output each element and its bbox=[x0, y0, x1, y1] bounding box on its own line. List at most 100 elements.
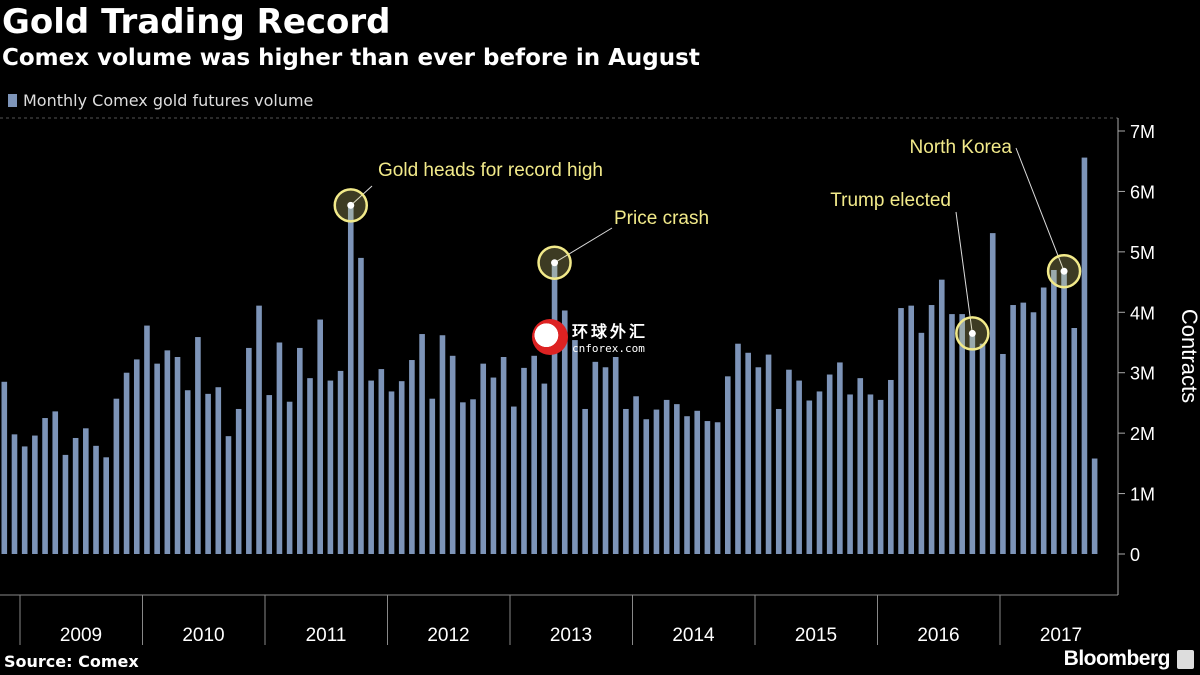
bar bbox=[276, 342, 283, 554]
bar bbox=[11, 434, 18, 554]
bar bbox=[184, 390, 191, 554]
bar bbox=[1030, 312, 1037, 554]
bar bbox=[938, 279, 945, 554]
y-tick-label: 5M bbox=[1130, 243, 1155, 263]
bar bbox=[969, 333, 976, 554]
y-tick-label: 0 bbox=[1130, 545, 1140, 565]
bar bbox=[775, 408, 782, 554]
bar bbox=[133, 359, 140, 554]
bar bbox=[93, 445, 99, 554]
bar bbox=[266, 395, 273, 554]
bar bbox=[816, 391, 823, 554]
bar bbox=[531, 355, 537, 554]
bar bbox=[1071, 327, 1078, 554]
annotation-leader bbox=[955, 211, 973, 334]
bar bbox=[959, 314, 965, 554]
bar bbox=[989, 233, 996, 555]
bar bbox=[898, 308, 904, 554]
annotation-leader bbox=[554, 227, 613, 264]
bar bbox=[72, 437, 79, 554]
bar bbox=[347, 205, 354, 554]
bar bbox=[500, 357, 507, 554]
legend-swatch bbox=[8, 94, 17, 107]
bar bbox=[602, 367, 609, 554]
bar bbox=[806, 400, 813, 554]
bar bbox=[144, 325, 150, 554]
bloomberg-icon bbox=[1177, 650, 1194, 669]
bar bbox=[908, 305, 915, 554]
bar bbox=[154, 363, 160, 554]
bar bbox=[918, 332, 925, 554]
x-tick-label: 2013 bbox=[550, 625, 592, 646]
bar bbox=[511, 406, 517, 554]
bar bbox=[867, 394, 874, 554]
bar bbox=[225, 436, 232, 554]
x-tick-label: 2010 bbox=[182, 625, 224, 646]
bar bbox=[205, 393, 211, 554]
bar bbox=[745, 352, 751, 554]
bar bbox=[877, 399, 884, 554]
bar bbox=[21, 446, 28, 554]
bar bbox=[1051, 269, 1057, 554]
bar bbox=[409, 360, 415, 554]
y-axis-label: Contracts bbox=[1177, 309, 1200, 403]
bar bbox=[694, 410, 701, 554]
annotation-dot bbox=[551, 259, 559, 267]
x-tick-label: 2009 bbox=[60, 625, 102, 646]
bar bbox=[541, 383, 548, 554]
bar bbox=[470, 399, 476, 554]
x-tick-label: 2012 bbox=[427, 625, 469, 646]
bar bbox=[449, 355, 456, 554]
y-tick-label: 7M bbox=[1130, 122, 1155, 142]
bar bbox=[796, 380, 802, 554]
x-tick-label: 2011 bbox=[306, 625, 347, 646]
bar bbox=[378, 369, 385, 554]
bar bbox=[480, 363, 487, 554]
bar bbox=[1061, 271, 1067, 554]
bar bbox=[928, 305, 935, 554]
bar bbox=[592, 361, 599, 554]
bar bbox=[297, 347, 303, 554]
bar bbox=[949, 314, 955, 554]
cnforex-logo-icon bbox=[532, 318, 568, 355]
bar bbox=[1040, 287, 1047, 554]
bar bbox=[979, 343, 986, 554]
bar bbox=[246, 347, 252, 554]
bar bbox=[714, 422, 721, 554]
bar bbox=[123, 372, 130, 554]
bar bbox=[103, 457, 109, 554]
bar bbox=[490, 377, 497, 554]
bar bbox=[286, 401, 293, 554]
annotation-dot bbox=[347, 201, 355, 209]
y-tick-label: 6M bbox=[1130, 182, 1155, 202]
bar bbox=[460, 402, 466, 554]
bar bbox=[674, 404, 680, 554]
bar bbox=[826, 374, 833, 554]
bar bbox=[358, 257, 364, 554]
bar bbox=[582, 408, 588, 554]
bar bbox=[561, 310, 568, 554]
annotation-label: Gold heads for record high bbox=[378, 160, 603, 181]
bar bbox=[164, 350, 171, 554]
chart-legend: Monthly Comex gold futures volume bbox=[8, 91, 313, 110]
bar bbox=[857, 378, 864, 554]
bar bbox=[684, 416, 690, 554]
bar bbox=[52, 411, 59, 554]
y-tick-label: 2M bbox=[1130, 424, 1155, 444]
bar bbox=[1091, 458, 1098, 554]
bar bbox=[1000, 353, 1006, 554]
bar bbox=[398, 381, 405, 554]
bar bbox=[623, 408, 629, 554]
bar bbox=[755, 367, 762, 554]
y-tick-label: 3M bbox=[1130, 364, 1155, 384]
bar bbox=[439, 335, 446, 554]
bar bbox=[847, 394, 853, 554]
bar bbox=[337, 370, 344, 554]
x-tick-label: 2015 bbox=[795, 625, 837, 646]
bar bbox=[195, 337, 201, 554]
bar bbox=[888, 379, 894, 554]
bar bbox=[388, 391, 395, 554]
bar bbox=[521, 367, 527, 554]
bar bbox=[724, 376, 731, 554]
